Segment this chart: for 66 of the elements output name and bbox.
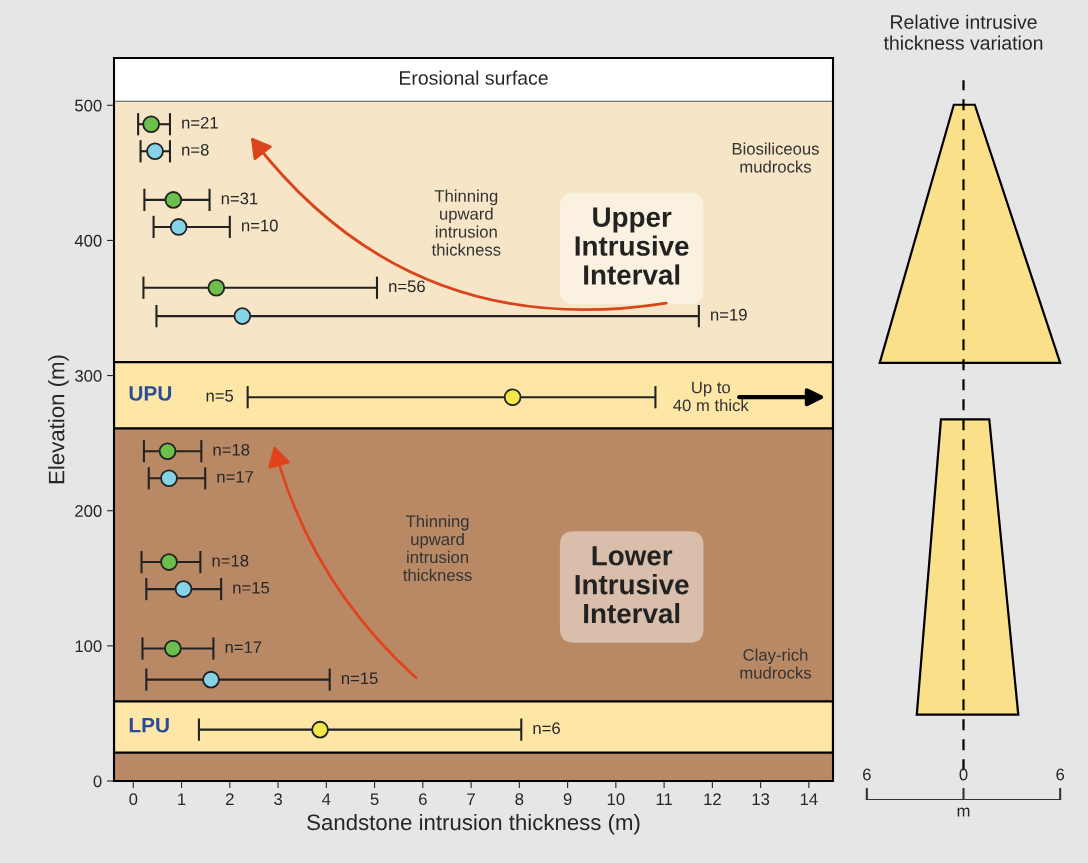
x-tick-label: 5 — [370, 793, 379, 806]
y-tick-label: 0 — [93, 775, 102, 788]
point — [160, 553, 178, 571]
point — [160, 469, 178, 488]
band-label: LPU — [129, 718, 169, 733]
annotation: n=17 — [217, 471, 254, 483]
x-tick-label: 7 — [467, 793, 475, 805]
y-tick-label: 100 — [75, 640, 102, 653]
text: m — [957, 807, 970, 817]
x-tick-label: 3 — [274, 793, 282, 806]
point — [503, 388, 522, 407]
band-label: Lower Intrusive Interval — [575, 546, 689, 624]
x-tick-label: 12 — [704, 793, 721, 805]
annotation: Clay-rich mudrocks — [740, 648, 811, 679]
annotation: n=10 — [242, 219, 278, 232]
annotation: n=18 — [212, 554, 249, 567]
text: 6 — [1056, 768, 1065, 781]
point — [169, 218, 188, 236]
annotation: n=8 — [182, 143, 209, 156]
annotation: n=15 — [341, 672, 378, 685]
annotation: n=15 — [233, 581, 270, 594]
x-tick-label: 10 — [607, 793, 625, 806]
point — [207, 278, 226, 297]
ref-line-label: Erosional surface — [399, 70, 548, 85]
x-tick-label: 8 — [515, 793, 524, 806]
x-tick-label: 6 — [419, 793, 427, 806]
point — [146, 142, 164, 161]
y-tick-label: 500 — [75, 99, 102, 112]
point — [164, 639, 182, 658]
annotation: n=19 — [711, 308, 747, 321]
band-label: UPU — [129, 386, 172, 401]
x-tick-label: 9 — [563, 793, 572, 806]
y-tick-label: 200 — [75, 505, 102, 517]
x-axis-title: Sandstone intrusion thickness (m) — [307, 813, 640, 835]
annotation: Biosiliceous mudrocks — [732, 142, 819, 173]
annotation: Thinning upward intrusion thickness — [431, 189, 501, 256]
point — [142, 115, 160, 134]
point — [233, 307, 252, 325]
y-tick-label: 400 — [74, 234, 102, 247]
text: Relative intrusive thickness variation — [883, 14, 1043, 50]
point — [164, 191, 183, 209]
text: 6 — [863, 768, 871, 781]
x-tick-label: 4 — [322, 793, 331, 805]
y-tick-label: 300 — [75, 369, 102, 382]
annotation: n=17 — [225, 641, 262, 653]
point — [174, 580, 193, 598]
x-tick-label: 0 — [129, 793, 138, 806]
x-tick-label: 13 — [752, 793, 770, 806]
point — [158, 442, 177, 461]
band-label: Upper Intrusive Interval — [575, 207, 689, 285]
x-tick-label: 1 — [178, 793, 186, 805]
annotation: n=6 — [533, 722, 560, 735]
x-tick-label: 14 — [800, 793, 818, 805]
annotation: n=31 — [221, 192, 258, 205]
annotation: n=18 — [213, 443, 250, 456]
point — [311, 720, 329, 739]
text: 0 — [959, 768, 968, 781]
annotation: Thinning upward intrusion thickness — [403, 514, 472, 582]
annotation: n=56 — [389, 280, 425, 293]
x-tick-label: 11 — [656, 793, 672, 805]
annotation: n=21 — [182, 116, 218, 129]
point — [202, 670, 220, 689]
y-axis-title: Elevation (m) — [48, 355, 69, 484]
annotation: Up to 40 m thick — [673, 381, 749, 412]
x-tick-label: 2 — [226, 793, 234, 805]
annotation: n=5 — [206, 390, 234, 402]
